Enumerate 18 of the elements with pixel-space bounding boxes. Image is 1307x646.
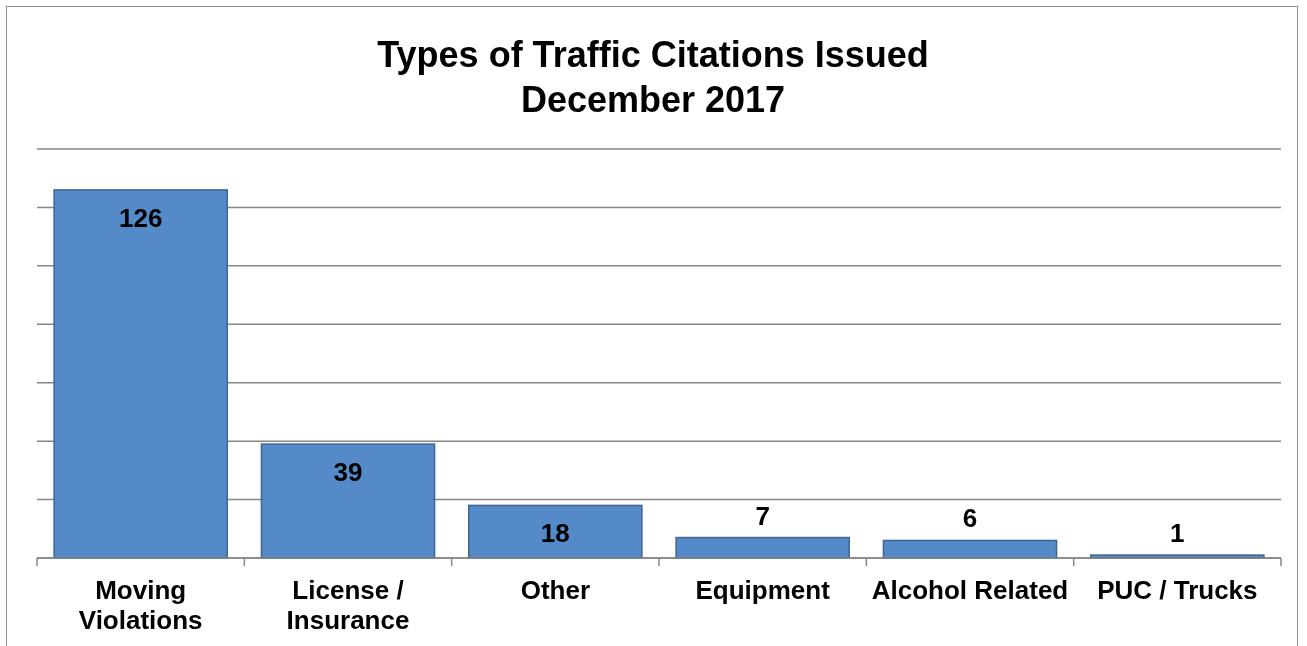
bar — [468, 504, 643, 559]
x-tick-label: Other — [520, 575, 591, 605]
x-tick-label: PUC / Trucks — [1097, 575, 1258, 605]
data-label: 126 — [118, 202, 163, 233]
bar — [260, 443, 436, 559]
x-tick-label: Alcohol Related — [871, 575, 1069, 605]
x-tick-label: Moving Violations — [78, 575, 203, 635]
bar — [53, 189, 228, 559]
data-label: 1 — [1170, 518, 1185, 549]
data-label: 18 — [540, 518, 570, 549]
bar — [675, 536, 850, 559]
data-label: 6 — [962, 503, 978, 534]
data-label: 39 — [333, 457, 363, 488]
chart-title: Types of Traffic Citations Issued — [377, 34, 929, 75]
x-tick-label: License / Insurance — [286, 575, 410, 635]
chart-subtitle: December 2017 — [520, 79, 786, 120]
data-label: 7 — [755, 500, 770, 531]
x-tick-label: Equipment — [695, 575, 831, 605]
